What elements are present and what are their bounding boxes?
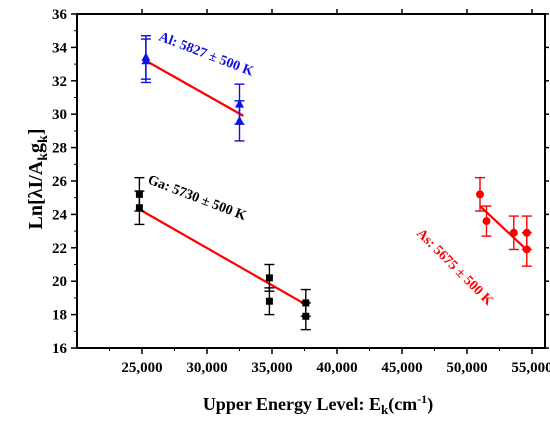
annotation-as: As: 5675 ± 500 K bbox=[413, 226, 496, 309]
axis-ticks: 25,000 30,000 35,000 40,000 45,000 50,000 55,0… bbox=[52, 7, 550, 376]
x-tick-label: 30,000 bbox=[186, 360, 227, 376]
series-ga bbox=[134, 176, 311, 331]
data-point bbox=[509, 228, 518, 237]
y-tick-label: 20 bbox=[52, 274, 67, 290]
data-point bbox=[482, 217, 491, 226]
series-as bbox=[475, 176, 532, 267]
x-tick-label: 35,000 bbox=[251, 360, 292, 376]
x-tick-label: 50,000 bbox=[446, 360, 487, 376]
data-point bbox=[135, 204, 143, 212]
x-tick-label: 45,000 bbox=[381, 360, 422, 376]
chart-marks bbox=[134, 35, 532, 331]
data-point bbox=[265, 274, 273, 282]
series-al bbox=[140, 35, 245, 142]
y-tick-label: 32 bbox=[52, 74, 67, 90]
data-point bbox=[141, 55, 151, 65]
data-point bbox=[235, 115, 244, 125]
fit-line-ga bbox=[138, 208, 307, 306]
y-tick-label: 22 bbox=[52, 241, 67, 257]
data-point bbox=[476, 190, 484, 199]
y-tick-label: 18 bbox=[52, 308, 67, 324]
y-tick-label: 34 bbox=[52, 40, 68, 56]
data-point bbox=[302, 312, 310, 320]
fit-line-as bbox=[479, 205, 529, 252]
x-tick-label: 40,000 bbox=[316, 360, 357, 376]
y-tick-label: 28 bbox=[52, 141, 67, 157]
y-tick-label: 16 bbox=[52, 341, 68, 357]
annotation-al: Al: 5827 ± 500 K bbox=[157, 30, 256, 80]
y-tick-label: 30 bbox=[52, 107, 67, 123]
x-tick-label: 25,000 bbox=[121, 360, 162, 376]
annotation-ga: Ga: 5730 ± 500 K bbox=[146, 173, 249, 224]
y-tick-label: 26 bbox=[52, 174, 68, 190]
fit-line-al bbox=[145, 59, 244, 117]
y-tick-label: 36 bbox=[52, 7, 68, 23]
data-point bbox=[265, 297, 273, 305]
y-tick-label: 24 bbox=[52, 207, 68, 223]
data-point bbox=[522, 245, 531, 254]
annotations: Al: 5827 ± 500 K Ga: 5730 ± 500 K As: 5675… bbox=[146, 30, 496, 309]
x-tick-label: 55,000 bbox=[511, 360, 550, 376]
y-axis-title: Ln[λI/Akgk] bbox=[25, 129, 51, 230]
x-axis-title: Upper Energy Level: Ek(cm-1) bbox=[203, 392, 433, 417]
